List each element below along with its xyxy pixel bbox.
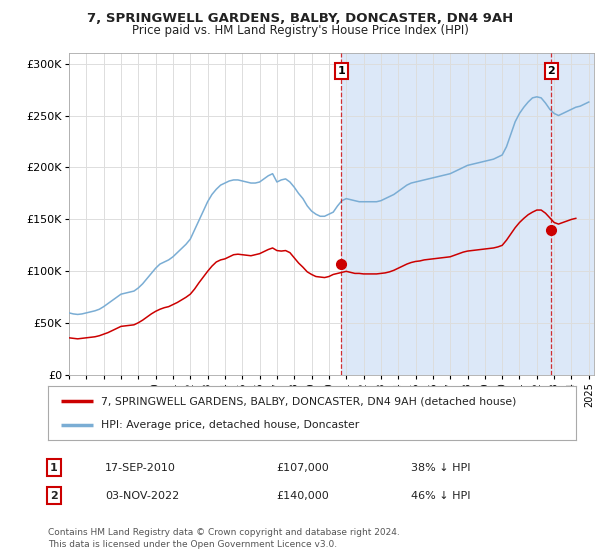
Bar	[341, 53, 600, 375]
Text: HPI: Average price, detached house, Doncaster: HPI: Average price, detached house, Donc…	[101, 419, 359, 430]
Text: 7, SPRINGWELL GARDENS, BALBY, DONCASTER, DN4 9AH (detached house): 7, SPRINGWELL GARDENS, BALBY, DONCASTER,…	[101, 396, 516, 407]
Text: 46% ↓ HPI: 46% ↓ HPI	[411, 491, 470, 501]
Text: 38% ↓ HPI: 38% ↓ HPI	[411, 463, 470, 473]
Text: 7, SPRINGWELL GARDENS, BALBY, DONCASTER, DN4 9AH: 7, SPRINGWELL GARDENS, BALBY, DONCASTER,…	[87, 12, 513, 25]
Text: 2: 2	[548, 66, 555, 76]
Text: 1: 1	[50, 463, 58, 473]
Text: 1: 1	[337, 66, 345, 76]
Text: 17-SEP-2010: 17-SEP-2010	[105, 463, 176, 473]
Text: Price paid vs. HM Land Registry's House Price Index (HPI): Price paid vs. HM Land Registry's House …	[131, 24, 469, 36]
Text: £140,000: £140,000	[276, 491, 329, 501]
Text: Contains HM Land Registry data © Crown copyright and database right 2024.
This d: Contains HM Land Registry data © Crown c…	[48, 528, 400, 549]
Text: £107,000: £107,000	[276, 463, 329, 473]
Text: 03-NOV-2022: 03-NOV-2022	[105, 491, 179, 501]
Text: 2: 2	[50, 491, 58, 501]
